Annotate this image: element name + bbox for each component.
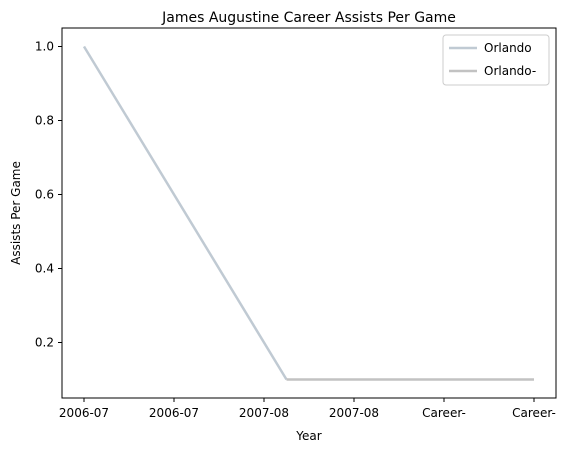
x-tick-label: Career- — [422, 406, 466, 420]
legend-label-orlando: Orlando — [484, 41, 532, 55]
x-tick-label: 2006-07 — [149, 406, 199, 420]
x-tick-label: 2007-08 — [239, 406, 289, 420]
x-tick-label: 2006-07 — [59, 406, 109, 420]
y-tick-label: 1.0 — [35, 40, 54, 54]
y-tick-label: 0.4 — [35, 262, 54, 276]
y-axis-label: Assists Per Game — [9, 161, 23, 265]
series-lines — [82, 45, 534, 381]
plot-area — [61, 27, 557, 399]
x-tick-label: Career- — [512, 406, 556, 420]
legend: Orlando Orlando- — [442, 34, 550, 86]
x-tick-label: 2007-08 — [329, 406, 379, 420]
series-line-orlando — [82, 45, 288, 381]
legend-label-orlando-dash: Orlando- — [484, 64, 536, 78]
y-tick-label: 0.8 — [35, 114, 54, 128]
y-axis: 0.2 0.4 0.6 0.8 1.0 — [35, 40, 62, 350]
chart-title: James Augustine Career Assists Per Game — [161, 10, 456, 26]
y-tick-label: 0.6 — [35, 188, 54, 202]
x-axis: 2006-07 2006-07 2007-08 2007-08 Career- Caree… — [59, 398, 556, 420]
plot-frame — [61, 27, 557, 399]
x-axis-label: Year — [295, 429, 321, 443]
y-tick-label: 0.2 — [35, 336, 54, 350]
